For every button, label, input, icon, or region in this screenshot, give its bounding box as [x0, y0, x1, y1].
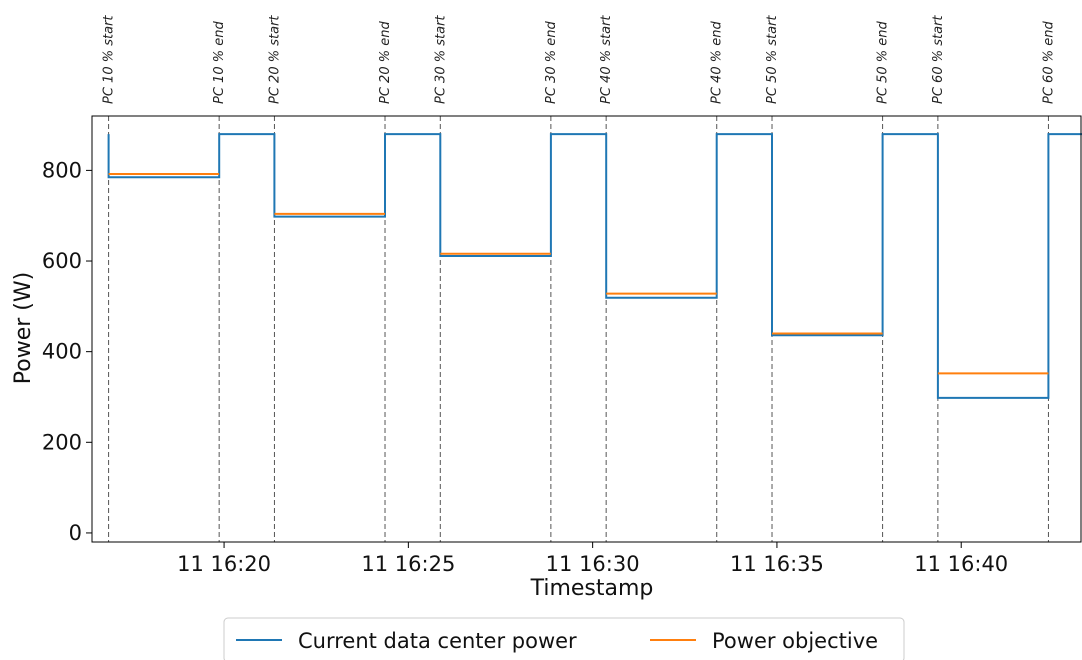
annotation-label: PC 30 % start — [433, 15, 448, 104]
annotation-labels: PC 10 % start PC 10 % end PC 20 % start PC … — [102, 15, 1057, 104]
y-tick-label: 200 — [42, 430, 82, 454]
annotation-label: PC 10 % end — [212, 21, 227, 104]
annotation-label: PC 10 % start — [102, 15, 117, 104]
annotation-label: PC 40 % end — [710, 21, 725, 104]
series-line-current-power — [107, 133, 1082, 399]
plot-frame — [91, 115, 1082, 543]
x-tick-label: 11 16:35 — [730, 552, 824, 576]
y-tick-label: 400 — [42, 340, 82, 364]
annotation-label: PC 50 % end — [876, 21, 891, 104]
x-axis-label: Timestamp — [530, 576, 654, 601]
x-tick-label: 11 16:30 — [546, 552, 640, 576]
y-tick-label: 0 — [69, 521, 82, 545]
annotation-label: PC 20 % end — [378, 21, 393, 104]
y-axis-label: Power (W) — [11, 272, 36, 384]
legend-label-power-objective: Power objective — [712, 629, 878, 653]
annotation-label: PC 60 % start — [931, 15, 946, 104]
x-axis-ticks: 11 16:20 11 16:25 11 16:30 11 16:35 11 16:40 — [177, 542, 1008, 576]
annotation-label: PC 50 % start — [765, 15, 780, 104]
x-tick-label: 11 16:20 — [177, 552, 271, 576]
annotation-label: PC 40 % start — [599, 15, 614, 104]
annotation-label: PC 20 % start — [267, 15, 282, 104]
y-tick-label: 600 — [42, 249, 82, 273]
y-tick-label: 800 — [42, 158, 82, 182]
x-tick-label: 11 16:25 — [361, 552, 455, 576]
y-axis-ticks: 0 200 400 600 800 — [42, 158, 92, 545]
legend: Current data center power Power objectiv… — [223, 617, 905, 660]
annotation-lines — [108, 116, 1049, 542]
series-layer — [107, 133, 1082, 399]
legend-box — [223, 617, 905, 660]
legend-label-current-power: Current data center power — [298, 629, 577, 653]
x-tick-label: 11 16:40 — [914, 552, 1008, 576]
annotation-label: PC 60 % end — [1041, 21, 1056, 104]
annotation-label: PC 30 % end — [544, 21, 559, 104]
